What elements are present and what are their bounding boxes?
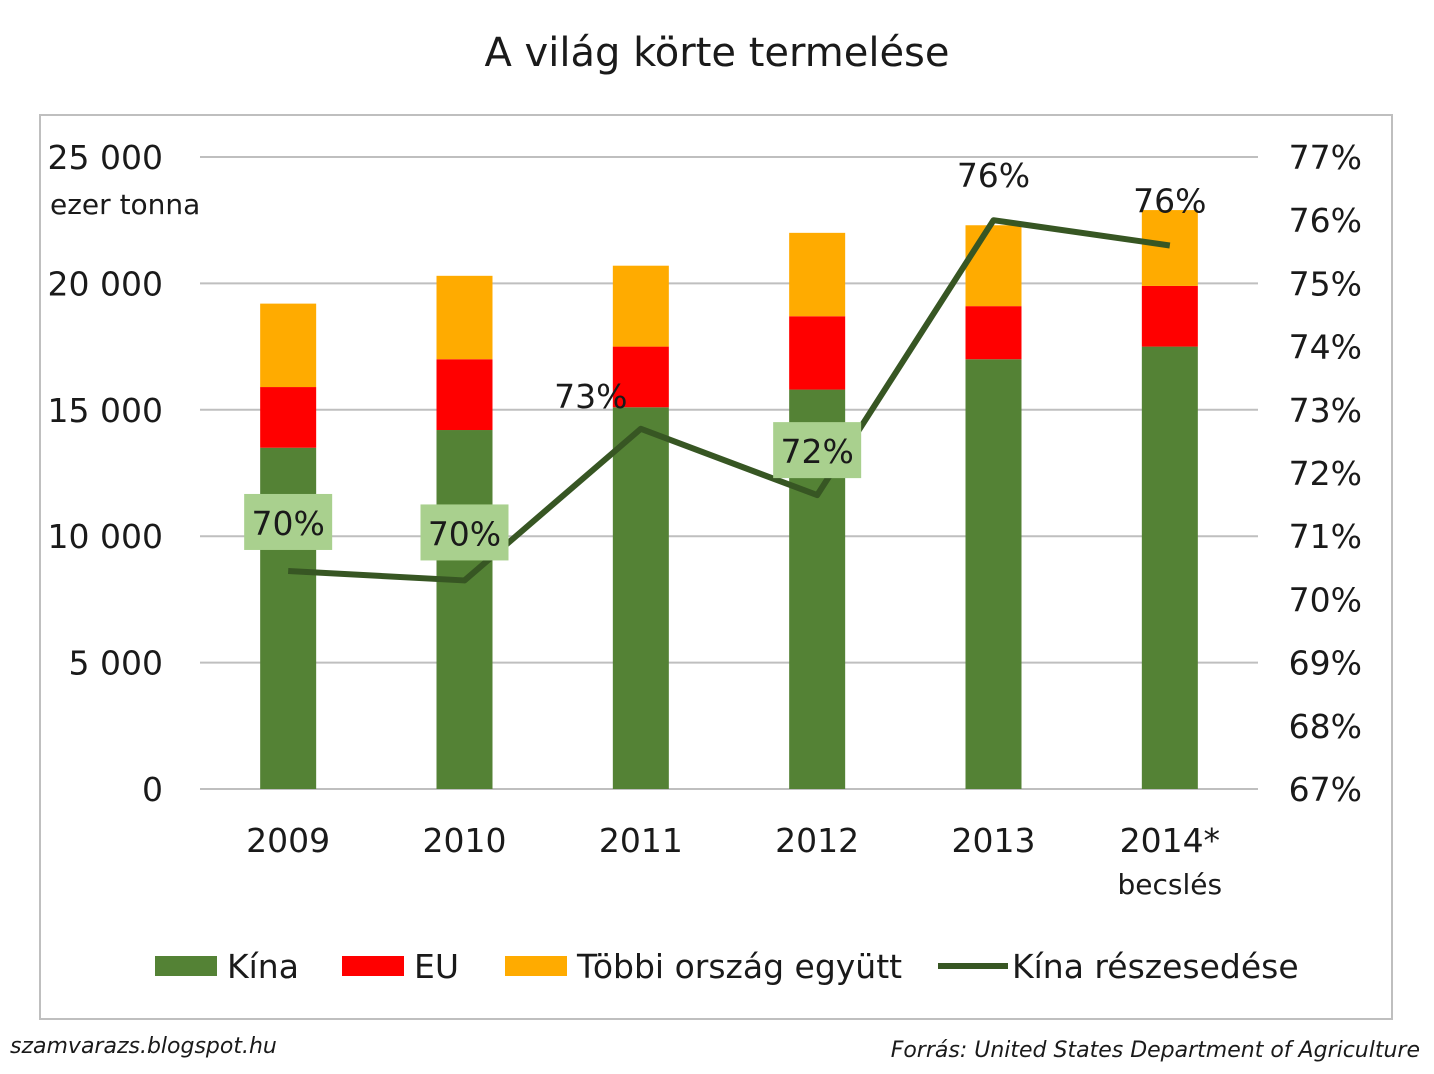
y-tick-label: 5 000 xyxy=(69,644,163,683)
chart-title: A világ körte termelése xyxy=(484,30,950,76)
bar-2013-series-1 xyxy=(965,306,1022,360)
share-data-label: 70% xyxy=(428,514,501,553)
legend-swatch xyxy=(155,956,217,976)
y-tick-label: 0 xyxy=(142,770,163,809)
share-label-box xyxy=(773,422,862,479)
bar-2014-series-1 xyxy=(1141,285,1198,347)
axis-layer: 0 5 000 10 000 15 000 20 000 25 000 ezer tonna… xyxy=(48,138,1362,901)
legend-label: Többi ország együtt xyxy=(576,947,902,986)
bar-2009-series-1 xyxy=(260,387,317,448)
y2-tick-label: 67% xyxy=(1289,770,1362,809)
legend-label: EU xyxy=(414,947,459,986)
bar-2012-series-2 xyxy=(789,232,846,317)
y2-tick-label: 73% xyxy=(1289,391,1362,430)
bar-2013-series-0 xyxy=(965,359,1022,789)
bar-2010-series-2 xyxy=(436,275,493,360)
y2-tick-label: 69% xyxy=(1289,644,1362,683)
bar-2010-series-0 xyxy=(436,430,493,789)
y2-tick-label: 72% xyxy=(1289,454,1362,493)
grid-layer xyxy=(200,156,1258,790)
y2-tick-label: 75% xyxy=(1289,264,1362,303)
bar-2011-series-0 xyxy=(612,407,669,789)
share-label-box xyxy=(244,493,333,550)
x-tick-label: 2010 xyxy=(423,821,507,860)
y2-tick-label: 74% xyxy=(1289,328,1362,367)
y-tick-label: 20 000 xyxy=(48,264,163,303)
share-data-label: 76% xyxy=(1133,181,1206,220)
bar-2011-series-2 xyxy=(612,265,669,347)
labels-layer: 70% 70% 73% 72% 76% 76% xyxy=(244,156,1207,561)
legend-swatch xyxy=(505,956,567,976)
legend-layer: Kína EU Többi ország együtt Kína részesedés… xyxy=(155,947,1299,986)
bar-2011-series-1 xyxy=(612,346,669,408)
legend-swatch xyxy=(342,956,404,976)
y-axis-label: ezer tonna xyxy=(50,188,200,221)
footer-source-blog: szamvarazs.blogspot.hu xyxy=(10,1034,277,1059)
y-tick-label: 10 000 xyxy=(48,517,163,556)
x-tick-label: 2014* xyxy=(1120,821,1220,860)
legend-label: Kína részesedése xyxy=(1012,947,1299,986)
y-tick-label: 15 000 xyxy=(48,391,163,430)
legend-label: Kína xyxy=(227,947,299,986)
line-layer xyxy=(288,217,1171,584)
bar-2014-series-2 xyxy=(1141,210,1198,286)
x-tick-label: 2013 xyxy=(952,821,1036,860)
y2-tick-label: 76% xyxy=(1289,201,1362,240)
footer-source-credit: Forrás: United States Department of Agri… xyxy=(890,1038,1420,1063)
bar-2013-series-2 xyxy=(965,225,1022,307)
y2-tick-label: 70% xyxy=(1289,580,1362,619)
share-label-box xyxy=(420,504,509,561)
plot-frame xyxy=(39,114,1393,1020)
share-data-label: 70% xyxy=(251,504,324,543)
x-tick-label: 2011 xyxy=(599,821,683,860)
share-data-label: 72% xyxy=(780,432,853,471)
bar-2009-series-2 xyxy=(260,303,317,388)
y-tick-label: 25 000 xyxy=(48,138,163,177)
bars-layer xyxy=(260,210,1198,789)
bar-2014-series-0 xyxy=(1141,346,1198,789)
x-tick-label: 2009 xyxy=(246,821,330,860)
y2-tick-label: 77% xyxy=(1289,138,1362,177)
bar-2012-series-1 xyxy=(789,316,846,390)
share-data-label: 73% xyxy=(554,377,627,416)
y2-tick-label: 68% xyxy=(1289,707,1362,746)
x-tick-sublabel: becslés xyxy=(1118,868,1223,901)
share-line xyxy=(288,217,1171,584)
share-data-label: 76% xyxy=(957,156,1030,195)
bar-2010-series-1 xyxy=(436,359,493,431)
y2-tick-label: 71% xyxy=(1289,517,1362,556)
x-tick-label: 2012 xyxy=(775,821,859,860)
